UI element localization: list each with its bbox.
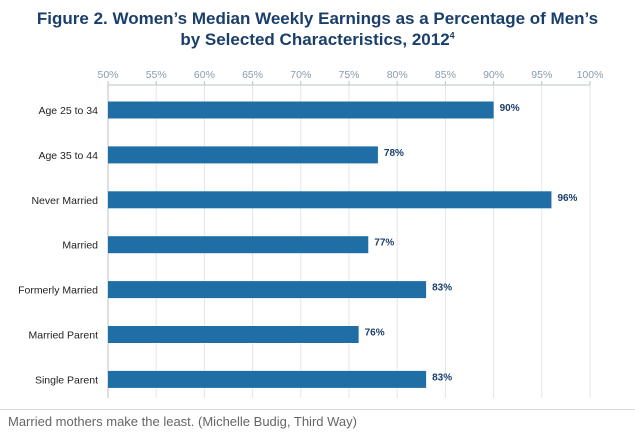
category-label: Age 25 to 34 [38, 105, 98, 117]
x-tick-label: 65% [242, 69, 263, 81]
bar [108, 191, 552, 209]
bar [108, 101, 494, 119]
x-tick-label: 85% [435, 69, 456, 81]
value-label: 76% [365, 328, 385, 339]
x-tick-label: 80% [387, 69, 408, 81]
chart-title-line2: by Selected Characteristics, 2012 [180, 30, 450, 49]
bar [108, 146, 378, 164]
x-tick-label: 60% [194, 69, 215, 81]
title-footnote-marker: 4 [449, 30, 455, 41]
category-label: Married [62, 240, 98, 252]
value-label: 96% [557, 193, 577, 204]
figure-caption: Married mothers make the least. (Michell… [8, 414, 357, 429]
x-tick-label: 100% [577, 69, 604, 81]
x-tick-label: 70% [290, 69, 311, 81]
chart-figure: Figure 2. Women’s Median Weekly Earnings… [0, 8, 635, 410]
chart-title-line1: Figure 2. Women’s Median Weekly Earnings… [36, 9, 599, 28]
category-label: Formerly Married [18, 285, 98, 297]
chart-title: Figure 2. Women’s Median Weekly Earnings… [0, 8, 635, 50]
x-tick-label: 90% [483, 69, 504, 81]
category-label: Age 35 to 44 [38, 150, 98, 162]
category-label: Never Married [31, 195, 98, 207]
category-label: Married Parent [29, 330, 99, 342]
x-tick-label: 75% [338, 69, 359, 81]
value-label: 78% [384, 148, 404, 159]
bar [108, 326, 359, 343]
bar [108, 281, 427, 299]
value-label: 77% [374, 238, 394, 249]
x-tick-label: 50% [97, 69, 118, 81]
x-tick-label: 55% [146, 69, 167, 81]
value-label: 83% [432, 372, 452, 383]
category-label: Single Parent [35, 374, 98, 386]
bar [108, 236, 369, 254]
bar [108, 370, 427, 388]
bar-chart: 50% 55% 60% 65% 70% 75% 80% 85% 90% 95% 100% Age 25… [18, 69, 604, 398]
value-label: 83% [432, 283, 452, 294]
x-tick-label: 95% [531, 69, 552, 81]
value-label: 90% [500, 103, 520, 114]
